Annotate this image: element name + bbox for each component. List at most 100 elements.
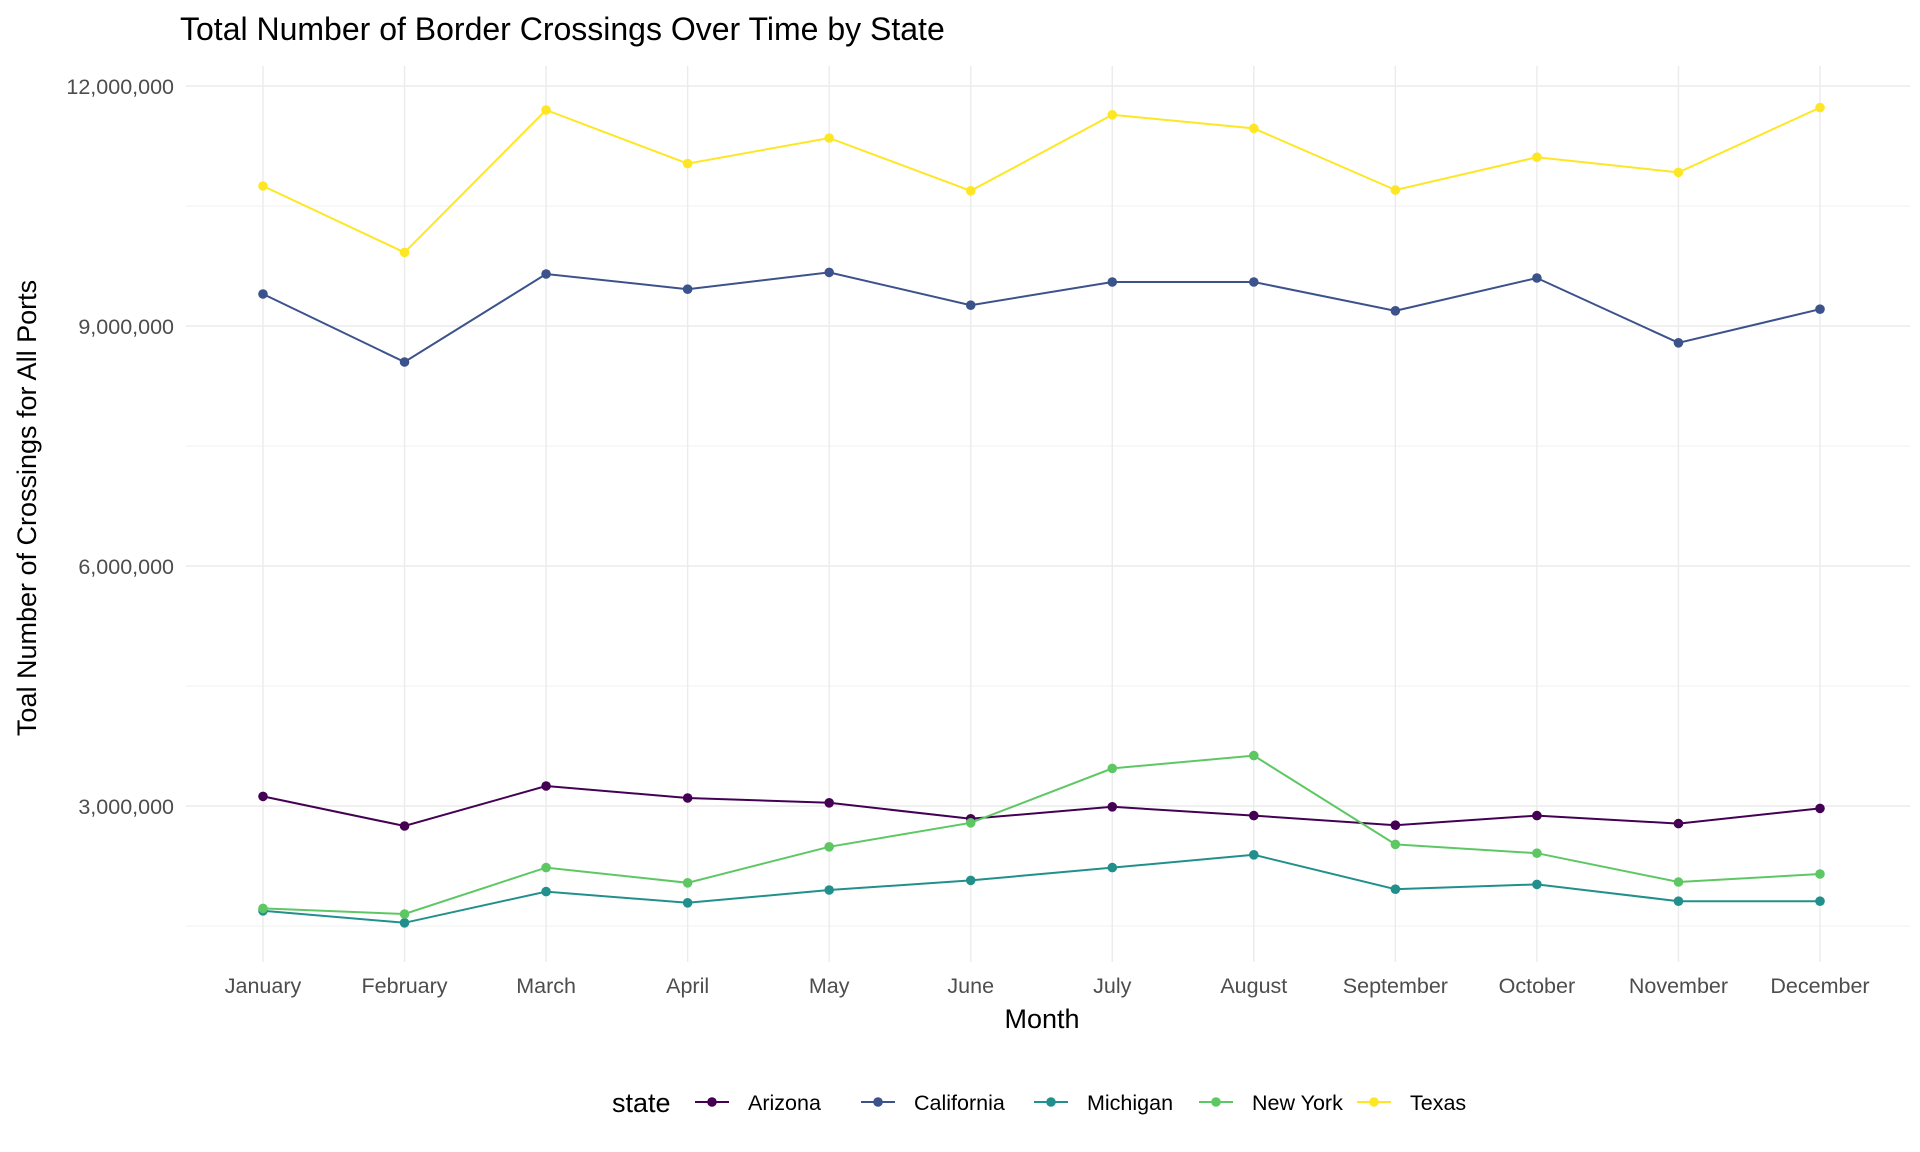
series-michigan — [258, 850, 1825, 928]
data-point-texas — [541, 105, 551, 115]
data-point-california — [824, 267, 834, 278]
legend-title: state — [612, 1088, 671, 1118]
x-tick-label: January — [225, 974, 302, 998]
data-point-new-york — [1673, 877, 1684, 887]
y-tick-label: 6,000,000 — [78, 555, 174, 579]
data-point-michigan — [682, 898, 693, 908]
series-line-michigan — [262, 853, 1820, 924]
data-point-texas — [824, 133, 834, 143]
grid — [186, 66, 1910, 962]
legend-key-point — [873, 1097, 883, 1107]
data-point-michigan — [1815, 896, 1825, 906]
data-point-texas — [682, 158, 693, 169]
data-point-new-york — [824, 842, 834, 852]
data-point-michigan — [1107, 862, 1118, 873]
data-point-texas — [965, 186, 976, 196]
data-point-new-york — [1107, 763, 1118, 774]
x-tick-label: April — [666, 974, 709, 998]
legend-item-new-york: New York — [1199, 1091, 1343, 1115]
legend-item-arizona: Arizona — [695, 1091, 821, 1115]
x-tick-label: September — [1343, 974, 1448, 998]
data-point-new-york — [1390, 839, 1401, 850]
data-point-texas — [1390, 185, 1401, 195]
data-point-texas — [258, 181, 268, 191]
x-axis-ticks: January February March April May June July Augu… — [225, 974, 1870, 998]
data-point-california — [541, 269, 551, 279]
data-point-texas — [1249, 123, 1259, 134]
legend-item-michigan: Michigan — [1034, 1091, 1173, 1115]
data-point-texas — [1673, 167, 1684, 178]
data-point-california — [1390, 306, 1401, 316]
data-point-arizona — [1390, 820, 1401, 830]
data-point-michigan — [1390, 884, 1401, 894]
data-point-california — [1107, 277, 1118, 287]
series-line-california — [262, 271, 1821, 364]
legend-label: Arizona — [748, 1091, 821, 1115]
data-point-arizona — [258, 791, 268, 802]
x-tick-label: August — [1220, 974, 1287, 998]
legend-item-california: California — [861, 1091, 1005, 1115]
data-point-texas — [399, 247, 410, 258]
y-axis-ticks: 3,000,000 6,000,000 9,000,000 12,000,000 — [66, 75, 174, 819]
data-point-michigan — [965, 875, 976, 886]
data-point-arizona — [541, 781, 551, 791]
x-tick-label: March — [516, 974, 576, 998]
data-point-california — [682, 284, 693, 295]
data-point-california — [258, 289, 268, 299]
x-tick-label: November — [1629, 974, 1728, 998]
legend-label: California — [914, 1091, 1005, 1115]
legend-key-point — [1369, 1097, 1379, 1107]
data-point-new-york — [965, 818, 976, 828]
data-point-arizona — [1673, 818, 1684, 829]
series-california — [258, 267, 1825, 367]
chart-title: Total Number of Border Crossings Over Ti… — [180, 11, 945, 47]
data-point-new-york — [541, 862, 551, 873]
x-tick-label: February — [362, 974, 448, 998]
data-point-california — [1249, 277, 1259, 287]
x-tick-label: May — [809, 974, 850, 998]
data-point-arizona — [1532, 810, 1542, 821]
data-point-california — [399, 357, 410, 367]
data-point-new-york — [1249, 750, 1259, 761]
data-point-new-york — [682, 878, 693, 888]
legend-item-texas: Texas — [1357, 1091, 1466, 1115]
legend: state Arizona California Michigan New York T… — [612, 1088, 1466, 1118]
data-point-texas — [1815, 102, 1825, 113]
x-tick-label: December — [1770, 974, 1869, 998]
data-point-new-york — [1815, 869, 1825, 879]
data-point-arizona — [1249, 810, 1259, 821]
data-point-california — [1673, 338, 1684, 348]
data-point-michigan — [1249, 850, 1259, 860]
data-point-arizona — [1815, 803, 1825, 814]
data-point-new-york — [1532, 848, 1542, 858]
legend-label: Michigan — [1087, 1091, 1173, 1115]
y-tick-label: 9,000,000 — [78, 315, 174, 339]
data-point-california — [1815, 304, 1825, 315]
series-texas — [258, 102, 1825, 258]
data-point-arizona — [1107, 802, 1118, 812]
data-point-michigan — [1532, 879, 1542, 890]
x-axis-title: Month — [1004, 1004, 1079, 1034]
data-point-michigan — [1673, 896, 1684, 906]
data-point-arizona — [682, 793, 693, 803]
y-tick-label: 3,000,000 — [78, 795, 174, 819]
data-point-arizona — [399, 821, 410, 831]
x-tick-label: June — [947, 974, 994, 998]
legend-label: Texas — [1410, 1091, 1466, 1115]
series-line-new-york — [262, 754, 1821, 916]
legend-key-point — [707, 1097, 717, 1107]
data-point-texas — [1107, 110, 1118, 120]
legend-key-point — [1211, 1097, 1221, 1107]
x-tick-label: July — [1093, 974, 1131, 998]
y-tick-label: 12,000,000 — [66, 75, 174, 99]
data-point-arizona — [824, 798, 834, 808]
data-point-michigan — [541, 886, 551, 897]
data-point-texas — [1532, 152, 1542, 162]
data-point-michigan — [824, 885, 834, 895]
legend-key-point — [1046, 1097, 1056, 1107]
x-tick-label: October — [1499, 974, 1575, 998]
data-point-new-york — [258, 903, 268, 914]
series-layer — [258, 102, 1825, 928]
data-point-california — [965, 300, 976, 311]
